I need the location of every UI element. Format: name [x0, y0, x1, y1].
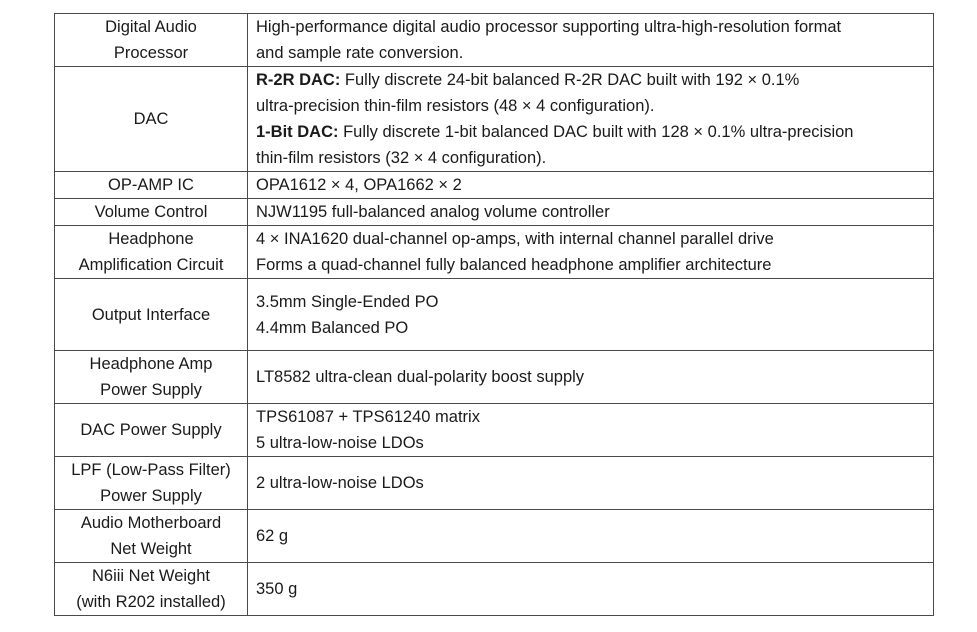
- spec-label-line: Volume Control: [94, 203, 208, 221]
- spec-label-line: Power Supply: [100, 381, 202, 399]
- spec-value: High-performance digital audio processor…: [247, 13, 934, 67]
- spec-value: OPA1612 × 4, OPA1662 × 2: [247, 171, 934, 199]
- table-row: Digital Audio Processor High-performance…: [54, 13, 934, 67]
- spec-label: Output Interface: [54, 278, 248, 351]
- spec-label-line: Power Supply: [100, 487, 202, 505]
- spec-label: DAC Power Supply: [54, 403, 248, 457]
- spec-value-line: 5 ultra-low-noise LDOs: [256, 434, 424, 452]
- spec-value-line: R-2R DAC: Fully discrete 24-bit balanced…: [256, 67, 927, 93]
- spec-label: DAC: [54, 66, 248, 172]
- table-row: Volume Control NJW1195 full-balanced ana…: [54, 198, 934, 226]
- table-row: N6iii Net Weight (with R202 installed) 3…: [54, 562, 934, 616]
- spec-value: 4 × INA1620 dual-channel op-amps, with i…: [247, 225, 934, 279]
- spec-value: 350 g: [247, 562, 934, 616]
- spec-label: Headphone Amp Power Supply: [54, 350, 248, 404]
- table-row: OP-AMP IC OPA1612 × 4, OPA1662 × 2: [54, 171, 934, 199]
- spec-label-line: N6iii Net Weight: [92, 567, 210, 585]
- spec-value: 2 ultra-low-noise LDOs: [247, 456, 934, 510]
- spec-value-line: 350 g: [256, 580, 298, 598]
- spec-value: LT8582 ultra-clean dual-polarity boost s…: [247, 350, 934, 404]
- spec-label-line: DAC Power Supply: [80, 421, 222, 439]
- spec-value-line: OPA1612 × 4, OPA1662 × 2: [256, 176, 462, 194]
- spec-label-line: OP-AMP IC: [108, 176, 194, 194]
- spec-value-line: and sample rate conversion.: [256, 44, 464, 62]
- table-row: Headphone Amplification Circuit 4 × INA1…: [54, 225, 934, 279]
- spec-label-line: Headphone: [108, 230, 194, 248]
- spec-value-line: 1-Bit DAC: Fully discrete 1-bit balanced…: [256, 119, 927, 145]
- spec-value-text: Fully discrete 1-bit balanced DAC built …: [338, 123, 854, 141]
- spec-value-line: 2 ultra-low-noise LDOs: [256, 474, 424, 492]
- spec-label: Volume Control: [54, 198, 248, 226]
- spec-label: Headphone Amplification Circuit: [54, 225, 248, 279]
- spec-label: Audio Motherboard Net Weight: [54, 509, 248, 563]
- spec-label: Digital Audio Processor: [54, 13, 248, 67]
- spec-value-heading: R-2R DAC:: [256, 71, 341, 89]
- spec-value: NJW1195 full-balanced analog volume cont…: [247, 198, 934, 226]
- spec-label-line: Amplification Circuit: [78, 256, 224, 274]
- spec-value-line: ultra-precision thin-film resistors (48 …: [256, 97, 655, 115]
- spec-value-line: High-performance digital audio processor…: [256, 18, 842, 36]
- spec-value: 3.5mm Single-Ended PO 4.4mm Balanced PO: [247, 278, 934, 351]
- table-row: DAC Power Supply TPS61087 + TPS61240 mat…: [54, 403, 934, 457]
- table-row: DAC R-2R DAC: Fully discrete 24-bit bala…: [54, 66, 934, 172]
- spec-value-heading: 1-Bit DAC:: [256, 123, 339, 141]
- spec-label-line: Audio Motherboard: [80, 514, 222, 532]
- spec-label-line: Processor: [113, 44, 189, 62]
- spec-label-line: Net Weight: [110, 540, 192, 558]
- spec-value-line: 62 g: [256, 527, 289, 545]
- spec-label: LPF (Low-Pass Filter) Power Supply: [54, 456, 248, 510]
- table-row: Output Interface 3.5mm Single-Ended PO 4…: [54, 278, 934, 351]
- table-row: Audio Motherboard Net Weight 62 g: [54, 509, 934, 563]
- spec-value-line: 4.4mm Balanced PO: [256, 318, 409, 337]
- spec-value-line: NJW1195 full-balanced analog volume cont…: [256, 203, 610, 221]
- spec-label-line: DAC: [133, 110, 169, 128]
- table-row: LPF (Low-Pass Filter) Power Supply 2 ult…: [54, 456, 934, 510]
- spec-label: OP-AMP IC: [54, 171, 248, 199]
- spec-value: 62 g: [247, 509, 934, 563]
- spec-value-line: Forms a quad-channel fully balanced head…: [256, 256, 772, 274]
- spec-value: R-2R DAC: Fully discrete 24-bit balanced…: [247, 66, 934, 172]
- table-row: Headphone Amp Power Supply LT8582 ultra-…: [54, 350, 934, 404]
- spec-value-line: 3.5mm Single-Ended PO: [256, 292, 439, 311]
- spec-label-line: LPF (Low-Pass Filter): [71, 461, 231, 479]
- spec-table: Digital Audio Processor High-performance…: [54, 13, 934, 616]
- spec-value-line: thin-film resistors (32 × 4 configuratio…: [256, 149, 547, 167]
- spec-value: TPS61087 + TPS61240 matrix 5 ultra-low-n…: [247, 403, 934, 457]
- spec-label-line: (with R202 installed): [76, 593, 226, 611]
- spec-label: N6iii Net Weight (with R202 installed): [54, 562, 248, 616]
- spec-value-text: Fully discrete 24-bit balanced R-2R DAC …: [340, 71, 800, 89]
- spec-label-line: Output Interface: [91, 305, 211, 324]
- spec-value-line: 4 × INA1620 dual-channel op-amps, with i…: [256, 230, 774, 248]
- spec-label-line: Headphone Amp: [89, 355, 213, 373]
- spec-value-line: TPS61087 + TPS61240 matrix: [256, 408, 480, 426]
- spec-value-line: LT8582 ultra-clean dual-polarity boost s…: [256, 368, 585, 386]
- spec-label-line: Digital Audio: [105, 18, 197, 36]
